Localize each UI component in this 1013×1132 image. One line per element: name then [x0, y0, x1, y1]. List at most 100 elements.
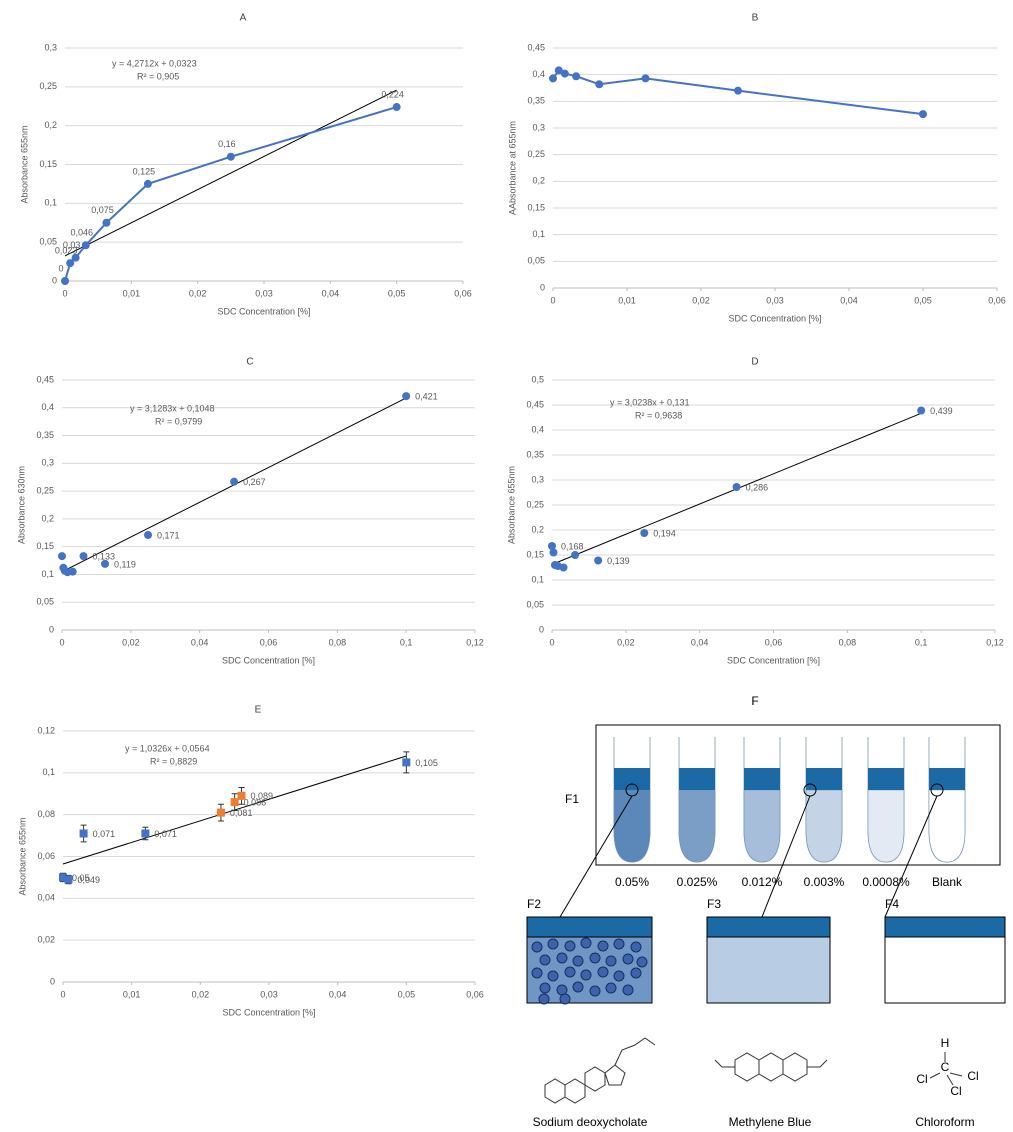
- x-tick-label: 0,01: [123, 288, 141, 298]
- y-tick-label: 0,05: [527, 256, 545, 266]
- point: [141, 829, 149, 837]
- trendline-equation: y = 4,2712x + 0,0323: [112, 58, 197, 68]
- y-tick-label: 0,4: [531, 424, 544, 434]
- point: [227, 153, 235, 161]
- tube-liquid: [806, 790, 842, 862]
- x-tick-label: 0,02: [617, 637, 635, 647]
- x-tick-label: 0,06: [765, 637, 783, 647]
- point: [58, 552, 66, 560]
- y-tick-label: 0,05: [36, 597, 54, 607]
- micelle: [631, 942, 641, 952]
- micelle: [532, 968, 542, 978]
- x-axis-label: SDC Concentration [%]: [222, 655, 315, 665]
- y-tick-label: 0,1: [41, 569, 54, 579]
- y-tick-label: 0: [52, 275, 57, 285]
- micelle: [539, 994, 549, 1004]
- point: [549, 74, 557, 82]
- solvent-layer: [868, 768, 904, 790]
- data-label: 0,267: [243, 477, 266, 487]
- data-label: 0,16: [218, 139, 236, 149]
- y-axis-label: Absorbance 630nm: [16, 466, 26, 544]
- y-tick-label: 0,45: [36, 374, 54, 384]
- micelle: [532, 942, 542, 952]
- chart-title: C: [246, 357, 253, 368]
- concentration-label: 0.025%: [677, 875, 718, 889]
- x-tick-label: 0,1: [400, 637, 413, 647]
- micelle: [573, 956, 583, 966]
- tube-liquid: [679, 790, 715, 862]
- x-tick-label: 0,04: [191, 637, 209, 647]
- x-tick-label: 0: [59, 637, 64, 647]
- structure-sdc: [545, 1038, 655, 1103]
- data-label: 0,089: [251, 791, 274, 801]
- trendline-equation: y = 1,0326x + 0,0564: [125, 743, 210, 753]
- concentration-label: 0.003%: [804, 875, 845, 889]
- panel-label: F3: [707, 897, 721, 911]
- point: [101, 560, 109, 568]
- solvent-layer: [929, 768, 965, 790]
- micelle: [637, 957, 647, 967]
- data-label: 0,421: [415, 391, 438, 401]
- y-tick-label: 0,3: [531, 474, 544, 484]
- data-label: 0,081: [230, 808, 253, 818]
- x-tick-label: 0,02: [692, 295, 710, 305]
- data-label: 0,139: [607, 556, 630, 566]
- x-tick-label: 0,06: [466, 989, 484, 999]
- series-line: [65, 107, 397, 281]
- x-tick-label: 0,12: [466, 637, 484, 647]
- x-tick-label: 0,04: [322, 288, 340, 298]
- data-label: 0,105: [415, 758, 438, 768]
- y-tick-label: 0,02: [37, 935, 55, 945]
- tube-liquid: [614, 790, 650, 862]
- y-tick-label: 0,1: [42, 767, 55, 777]
- tube-liquid: [868, 790, 904, 862]
- data-label: 0: [58, 263, 63, 273]
- point: [238, 792, 246, 800]
- y-tick-label: 0,3: [532, 122, 545, 132]
- x-tick-label: 0,01: [618, 295, 636, 305]
- compound-name: Methylene Blue: [729, 1115, 812, 1129]
- point: [640, 529, 648, 537]
- point: [80, 552, 88, 560]
- x-tick-label: 0,05: [398, 989, 416, 999]
- point: [571, 551, 579, 559]
- point: [144, 180, 152, 188]
- x-tick-label: 0,01: [123, 989, 141, 999]
- point: [402, 392, 410, 400]
- x-axis-label: SDC Concentration [%]: [217, 306, 310, 316]
- y-tick-label: 0,1: [44, 198, 57, 208]
- atom: H: [941, 1036, 950, 1050]
- r-squared: R² = 0,905: [137, 71, 179, 81]
- compound-name: Chloroform: [915, 1115, 974, 1129]
- micelle: [573, 982, 583, 992]
- data-label: 0,286: [746, 482, 769, 492]
- micelle: [631, 968, 641, 978]
- point: [102, 219, 110, 227]
- point: [144, 531, 152, 539]
- point: [64, 876, 72, 884]
- data-label: 0,224: [381, 89, 404, 99]
- x-tick-label: 0,08: [839, 637, 857, 647]
- data-label: 0,049: [77, 875, 100, 885]
- figure: F F1 0.05%0.025%0.012%0.003%0.0008%Blank…: [0, 0, 1013, 1132]
- chart-title: B: [752, 13, 759, 24]
- y-tick-label: 0,15: [527, 202, 545, 212]
- micelle: [614, 971, 624, 981]
- x-tick-label: 0,12: [986, 637, 1004, 647]
- y-tick-label: 0,45: [526, 399, 544, 409]
- y-tick-label: 0,35: [36, 430, 54, 440]
- micelle: [598, 967, 608, 977]
- x-tick-label: 0: [60, 989, 65, 999]
- y-tick-label: 0,4: [532, 69, 545, 79]
- x-tick-label: 0,04: [329, 989, 347, 999]
- y-tick-label: 0,3: [44, 42, 57, 52]
- data-label: 0,168: [561, 541, 584, 551]
- y-tick-label: 0,04: [37, 893, 55, 903]
- y-tick-label: 0: [539, 624, 544, 634]
- data-label: 0,171: [157, 530, 180, 540]
- x-tick-label: 0,06: [988, 295, 1006, 305]
- y-tick-label: 0,25: [39, 81, 57, 91]
- point: [230, 478, 238, 486]
- x-tick-label: 0,08: [329, 637, 347, 647]
